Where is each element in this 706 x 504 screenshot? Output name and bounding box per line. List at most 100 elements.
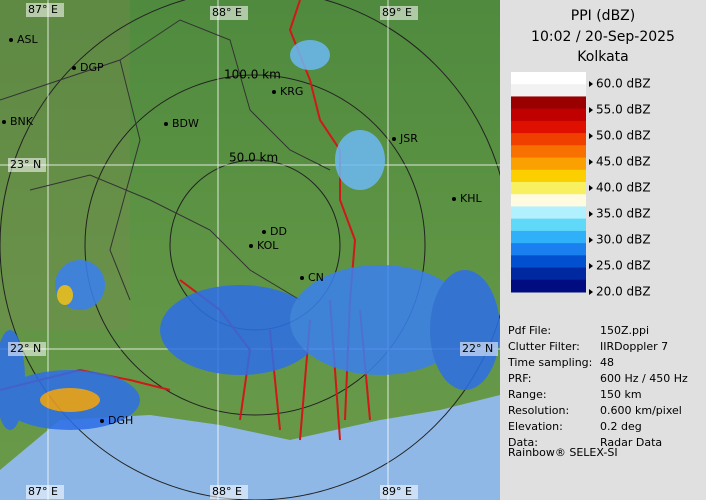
scale-swatch — [511, 108, 586, 122]
place-label: BNK — [10, 115, 34, 128]
info-value: IIRDoppler 7 — [600, 340, 668, 353]
scale-swatch — [511, 133, 586, 146]
scale-marker — [589, 289, 593, 295]
grid-label: 23° N — [10, 158, 41, 171]
panel-time: 10:02 / 20-Sep-2025 — [531, 29, 675, 45]
range-label: 100.0 km — [224, 68, 281, 82]
scale-swatch — [511, 218, 586, 232]
place-label: JSR — [399, 132, 418, 145]
info-value: 0.600 km/pixel — [600, 404, 682, 417]
place-label: ASL — [17, 33, 39, 46]
place-dot — [262, 230, 266, 234]
grid-label: 89° E — [382, 485, 412, 498]
label-bg — [8, 158, 46, 172]
scale-label: 60.0 dBZ — [596, 77, 651, 91]
scale-swatch — [511, 157, 586, 171]
scale-swatch — [511, 145, 586, 159]
grid-label: 88° E — [212, 485, 242, 498]
scale-swatch — [511, 96, 586, 110]
info-value: Radar Data — [600, 436, 662, 449]
place-label: CN — [308, 271, 324, 284]
place-label: KRG — [280, 85, 303, 98]
scale-swatch — [511, 279, 586, 293]
sea — [0, 395, 500, 500]
scale-label: 30.0 dBZ — [596, 233, 651, 247]
info-key: Clutter Filter: — [508, 340, 580, 353]
label-bg — [460, 342, 498, 356]
info-value: 0.2 deg — [600, 420, 642, 433]
scale-marker — [589, 263, 593, 269]
grid-label: 88° E — [212, 6, 242, 19]
place-label: DD — [270, 225, 287, 238]
place-dot — [9, 38, 13, 42]
scale-swatch — [511, 182, 586, 195]
scale-label: 20.0 dBZ — [596, 285, 651, 299]
scale-swatch — [511, 243, 586, 256]
scale-label: 55.0 dBZ — [596, 103, 651, 117]
info-key: Resolution: — [508, 404, 569, 417]
info-key: Time sampling: — [507, 356, 592, 369]
scale-swatch — [511, 194, 586, 207]
place-label: DGH — [108, 414, 133, 427]
label-bg — [380, 485, 418, 499]
info-value: 150 km — [600, 388, 642, 401]
info-value: 600 Hz / 450 Hz — [600, 372, 688, 385]
scale-marker — [589, 81, 593, 87]
label-bg — [26, 3, 64, 17]
place-label: BDW — [172, 117, 199, 130]
scale-label: 25.0 dBZ — [596, 259, 651, 273]
label-bg — [380, 6, 418, 20]
echoes — [0, 40, 500, 430]
label-bg — [26, 485, 64, 499]
label-bg — [210, 485, 248, 499]
place-label: KHL — [460, 192, 482, 205]
place-dot — [2, 120, 6, 124]
place-label: DGP — [80, 61, 104, 74]
info-key: Data: — [508, 436, 538, 449]
place-dot — [100, 419, 104, 423]
scale-swatch — [511, 206, 586, 220]
scale-marker — [589, 237, 593, 243]
info-value: 48 — [600, 356, 614, 369]
scale-swatch — [511, 84, 586, 97]
scale-swatch — [511, 72, 586, 85]
scale-marker — [589, 185, 593, 191]
scale-marker — [589, 159, 593, 165]
panel-site: Kolkata — [577, 49, 628, 65]
place-dot — [300, 276, 304, 280]
grid-label: 22° N — [10, 342, 41, 355]
panel-title: PPI (dBZ) — [571, 8, 635, 24]
info-value: 150Z.ppi — [600, 324, 649, 337]
place-dot — [72, 66, 76, 70]
info-key: Elevation: — [508, 420, 563, 433]
scale-label: 40.0 dBZ — [596, 181, 651, 195]
place-dot — [249, 244, 253, 248]
info-key: Range: — [508, 388, 547, 401]
scale-label: 35.0 dBZ — [596, 207, 651, 221]
label-bg — [210, 6, 248, 20]
grid-label: 89° E — [382, 6, 412, 19]
grid-label: 22° N — [462, 342, 493, 355]
range-label: 50.0 km — [229, 151, 278, 165]
district-borders — [0, 19, 331, 301]
scale-label: 45.0 dBZ — [596, 155, 651, 169]
info-footer: Rainbow® SELEX-SI — [508, 446, 618, 459]
label-bg — [8, 342, 46, 356]
scale-swatch — [511, 255, 586, 269]
scale-marker — [589, 211, 593, 217]
place-dot — [272, 90, 276, 94]
scale-marker — [589, 133, 593, 139]
scale-swatch — [511, 120, 586, 134]
scale-marker — [589, 107, 593, 113]
scale-swatch — [511, 267, 586, 281]
scale-swatch — [511, 169, 586, 183]
place-dot — [452, 197, 456, 201]
grid-label: 87° E — [28, 485, 58, 498]
info-key: PRF: — [508, 372, 531, 385]
place-dot — [164, 122, 168, 126]
info-key: Pdf File: — [508, 324, 551, 337]
grid-label: 87° E — [28, 3, 58, 16]
place-dot — [392, 137, 396, 141]
scale-swatch — [511, 230, 586, 244]
